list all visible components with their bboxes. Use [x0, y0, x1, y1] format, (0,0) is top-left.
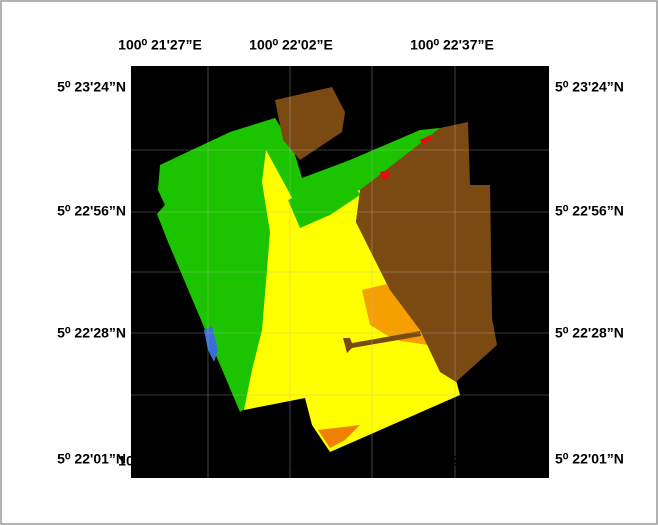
latitude-label: 5⁰ 22ʹ56”N	[57, 203, 126, 219]
longitude-label: 100⁰ 21ʹ27”E	[118, 37, 202, 53]
latitude-label: 5⁰ 23ʹ24”N	[555, 79, 624, 95]
longitude-label: 100⁰ 22ʹ02”E	[249, 453, 333, 469]
longitude-label: 100⁰ 22ʹ02”E	[249, 37, 333, 53]
longitude-label: 100⁰ 22ʹ37”E	[410, 37, 494, 53]
map-figure: 100⁰ 21ʹ27”E 100⁰ 22ʹ02”E 100⁰ 22ʹ37”E 100⁰…	[0, 0, 658, 525]
latitude-label: 5⁰ 23ʹ24”N	[57, 79, 126, 95]
longitude-label: 100⁰ 21ʹ27”E	[118, 453, 202, 469]
page: {"map_frame": { "top_labels": ["100⁰ 21ʹ…	[0, 0, 658, 525]
latitude-label: 5⁰ 22ʹ56”N	[555, 203, 624, 219]
latitude-label: 5⁰ 22ʹ01”N	[555, 451, 624, 467]
longitude-label: 100⁰ 22ʹ37”E	[410, 453, 494, 469]
latitude-label: 5⁰ 22ʹ01”N	[57, 451, 126, 467]
latitude-label: 5⁰ 22ʹ28”N	[57, 325, 126, 341]
latitude-label: 5⁰ 22ʹ28”N	[555, 325, 624, 341]
